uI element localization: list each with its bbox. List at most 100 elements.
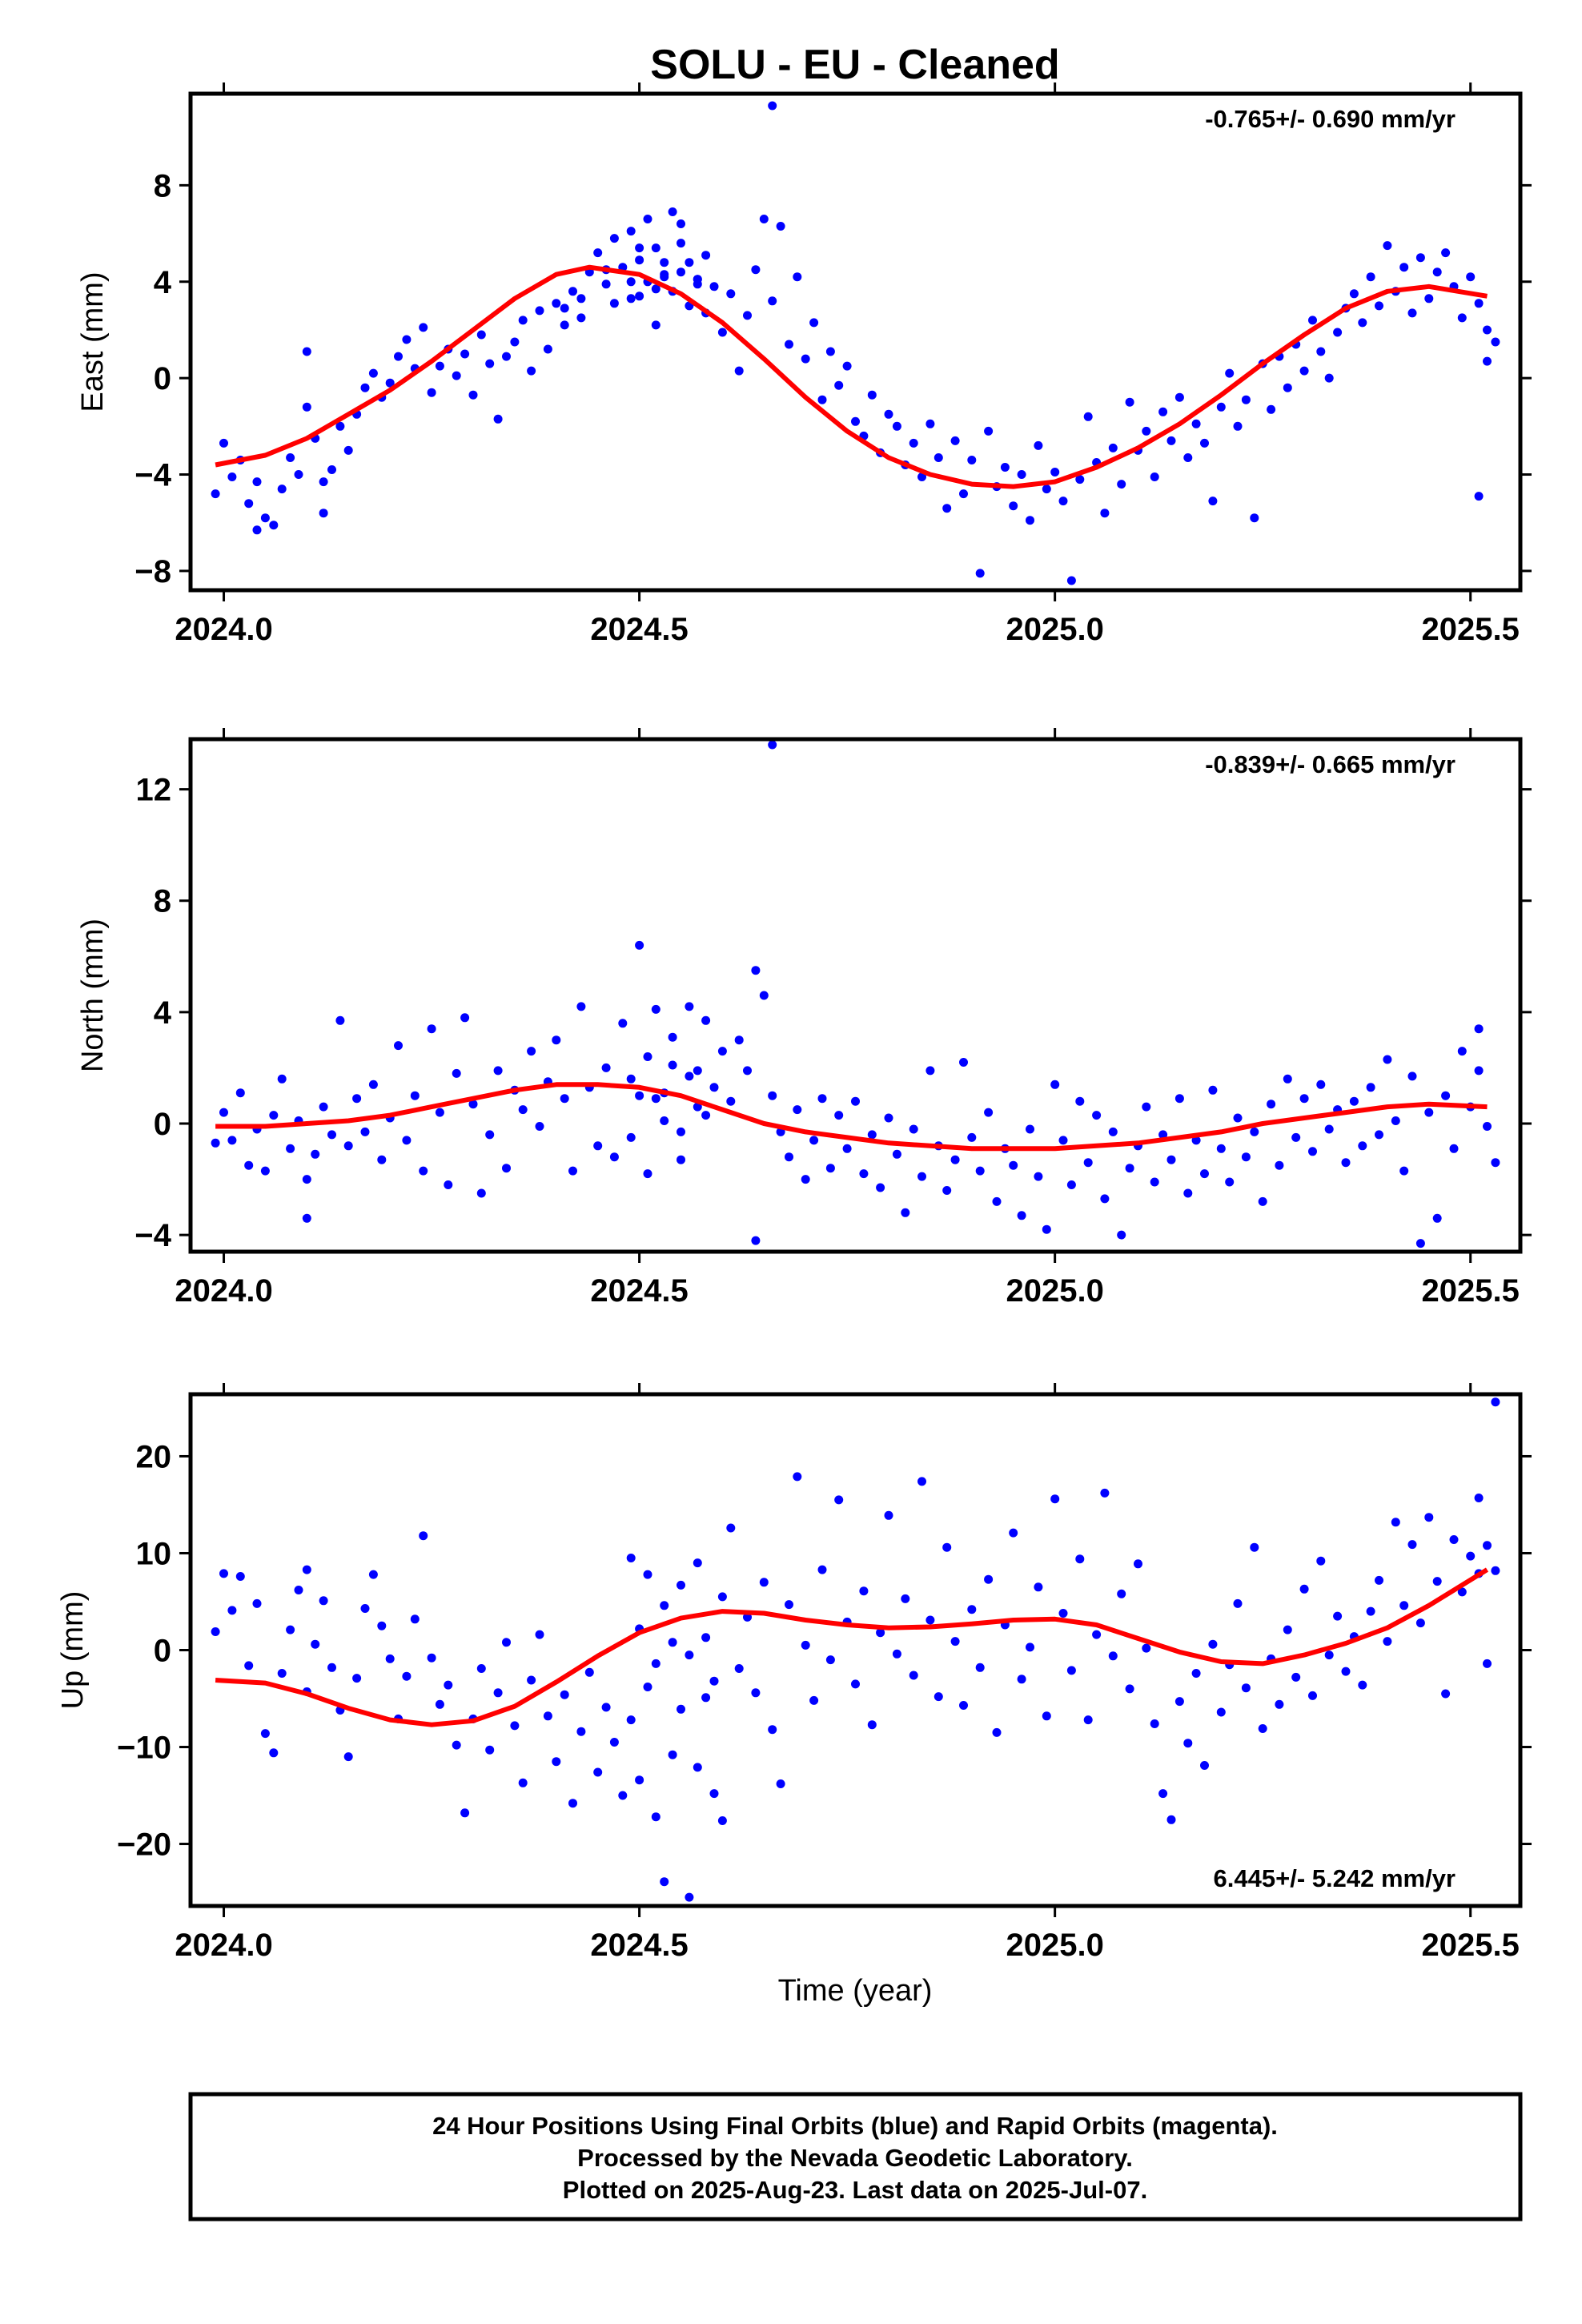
data-point (1142, 1102, 1151, 1112)
data-point (909, 1671, 918, 1680)
data-point (1216, 402, 1226, 412)
data-point (1166, 436, 1176, 445)
data-point (626, 1715, 636, 1725)
data-point (917, 1477, 926, 1486)
data-point (1291, 1132, 1301, 1142)
data-point (842, 1144, 852, 1153)
x-tick-label: 2025.5 (1422, 1273, 1520, 1309)
data-point (759, 991, 769, 1000)
data-point (635, 243, 644, 253)
data-point (1158, 1789, 1168, 1799)
x-tick-label: 2025.0 (1006, 1273, 1103, 1309)
data-point (302, 402, 311, 412)
data-point (1026, 1124, 1034, 1134)
data-point (934, 1692, 943, 1702)
data-point (1474, 1494, 1484, 1502)
data-point (1415, 1618, 1425, 1628)
data-point (277, 1669, 287, 1678)
data-point (1341, 1667, 1351, 1676)
data-point (1291, 1672, 1301, 1682)
data-point (677, 1155, 685, 1164)
data-point (926, 419, 935, 428)
data-point (1108, 1127, 1118, 1136)
data-point (1216, 1707, 1226, 1717)
data-point (934, 453, 943, 462)
data-point (518, 316, 528, 325)
data-point (1075, 1554, 1085, 1564)
data-point (867, 390, 877, 400)
data-point (1399, 263, 1409, 272)
data-point (651, 1094, 661, 1104)
data-point (385, 1654, 395, 1663)
data-point (427, 1653, 436, 1663)
data-point (1050, 1080, 1060, 1089)
data-point (1233, 1598, 1243, 1608)
data-point (1225, 1177, 1235, 1187)
data-point (734, 1035, 744, 1045)
data-point (1358, 1680, 1367, 1690)
data-point (584, 1667, 594, 1677)
data-point (709, 1789, 719, 1799)
x-tick-label: 2024.0 (175, 612, 272, 647)
data-point (1017, 1675, 1026, 1684)
data-point (677, 1580, 685, 1590)
data-point (1108, 443, 1118, 452)
data-point (942, 504, 952, 513)
data-point (992, 1727, 1002, 1737)
data-point (1042, 1224, 1051, 1234)
data-point (709, 282, 719, 292)
data-point (635, 1775, 644, 1785)
data-point (1275, 1160, 1284, 1170)
data-point (1183, 453, 1193, 462)
data-point (1058, 1609, 1068, 1618)
data-point (1066, 576, 1076, 585)
data-point (576, 1002, 586, 1011)
data-point (975, 569, 985, 578)
data-point (1100, 509, 1110, 518)
data-point (476, 330, 486, 340)
data-point (311, 1639, 320, 1649)
data-point (1009, 501, 1018, 511)
data-point (460, 349, 470, 359)
data-point (609, 234, 619, 243)
data-point (817, 395, 827, 404)
data-point (693, 1763, 702, 1772)
data-point (660, 270, 669, 279)
data-point (817, 1565, 827, 1574)
data-point (427, 1024, 436, 1034)
data-point (768, 1091, 777, 1100)
data-point (942, 1542, 952, 1552)
data-point (360, 383, 370, 392)
data-point (560, 1690, 569, 1699)
data-point (1117, 1589, 1126, 1598)
data-point (343, 1752, 353, 1762)
data-point (984, 1574, 994, 1584)
data-point (1283, 1074, 1292, 1084)
plot-frame-east (188, 91, 1523, 593)
data-point (1200, 1761, 1209, 1770)
data-point (427, 388, 436, 397)
rate-label-east: -0.765+/- 0.690 mm/yr (1205, 105, 1456, 133)
data-point (1083, 412, 1093, 421)
data-point (926, 1615, 935, 1625)
x-axis-label: Time (year) (778, 1974, 933, 2008)
data-point (1316, 1556, 1326, 1566)
data-point (701, 1693, 711, 1703)
data-point (302, 1175, 311, 1184)
x-tick-label: 2025.0 (1006, 1928, 1103, 1963)
data-point (527, 366, 536, 376)
data-point (493, 1066, 503, 1076)
data-point (677, 1704, 685, 1714)
data-point (227, 1136, 237, 1145)
data-point (626, 277, 636, 287)
data-point (734, 366, 744, 376)
data-point (801, 354, 810, 364)
data-point (476, 1664, 486, 1673)
data-point (1483, 356, 1492, 366)
data-point (834, 1111, 844, 1120)
data-point (825, 347, 835, 356)
data-point (601, 1703, 611, 1712)
fit-curve-north (215, 1082, 1488, 1152)
data-point (768, 101, 777, 111)
plot-frame-north (188, 737, 1523, 1254)
